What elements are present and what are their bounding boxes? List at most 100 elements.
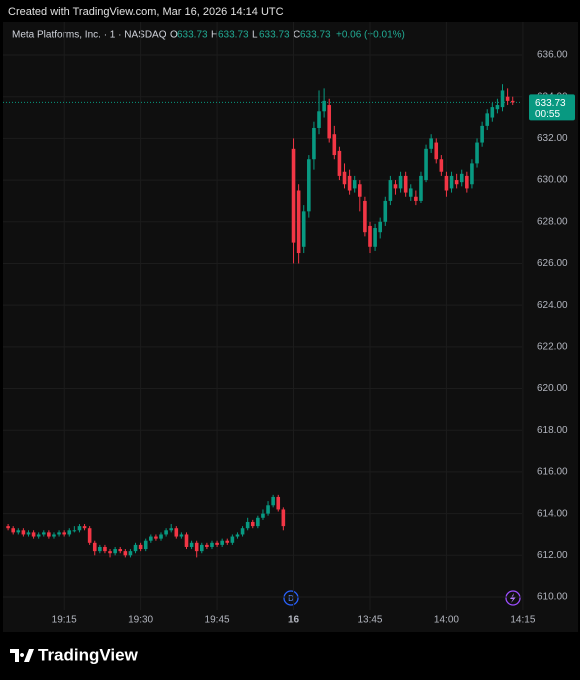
y-tick-label: 622.00 — [537, 341, 568, 352]
x-tick-label: 19:45 — [205, 615, 230, 626]
candle-body — [363, 200, 367, 233]
ohlc-label: O — [170, 30, 178, 41]
y-tick-label: 618.00 — [537, 425, 568, 436]
candle-body — [133, 544, 138, 552]
candle-body — [500, 90, 505, 108]
x-tick-label: 16 — [288, 615, 300, 626]
candle-body — [373, 228, 377, 247]
candle-body — [26, 532, 31, 535]
ohlc-label: C — [293, 30, 300, 41]
y-tick-label: 616.00 — [537, 467, 568, 478]
candle-body — [6, 526, 10, 529]
candle-body — [266, 505, 270, 514]
candle-body — [312, 127, 316, 160]
x-tick-label: 14:00 — [434, 615, 459, 626]
candle-body — [296, 190, 301, 254]
candle-body — [220, 540, 224, 545]
credit: Created with TradingView.com, Mar 16, 20… — [8, 6, 284, 18]
brand: TradingView — [38, 645, 139, 664]
candle-body — [510, 100, 515, 103]
y-tick-label: 630.00 — [537, 175, 568, 186]
candle-body — [245, 521, 250, 529]
candle-body — [62, 532, 66, 535]
candle-body — [189, 542, 194, 547]
ohlc-value: 633.73 — [259, 30, 290, 41]
candle-body — [138, 544, 143, 550]
candle-body — [505, 96, 510, 101]
candle-body — [11, 528, 15, 533]
candle-body — [52, 534, 56, 537]
y-tick-label: 614.00 — [537, 508, 568, 519]
y-tick-label: 610.00 — [537, 592, 568, 603]
candle-body — [159, 534, 163, 539]
candle-body — [72, 530, 77, 532]
candle-body — [495, 105, 500, 110]
candle-body — [199, 544, 204, 552]
symbol: Meta Platforms, Inc. · 1 · NASDAQ — [12, 30, 167, 41]
candle-body — [281, 509, 286, 527]
candle-body — [439, 159, 444, 172]
candle-body — [388, 180, 393, 201]
candle-body — [41, 532, 46, 535]
candle-body — [434, 142, 439, 160]
countdown: 00:55 — [535, 109, 560, 120]
candle-body — [36, 534, 41, 537]
candle-body — [210, 542, 214, 547]
candle-body — [113, 549, 117, 554]
candle-body — [317, 111, 321, 128]
candle-body — [82, 526, 87, 529]
candle-body — [174, 528, 179, 537]
candle-body — [230, 536, 235, 543]
candle-body — [408, 188, 413, 197]
y-tick-label: 632.00 — [537, 133, 568, 144]
candle-body — [368, 225, 372, 247]
x-tick-label: 13:45 — [357, 615, 382, 626]
candle-body — [465, 175, 469, 189]
candle-body — [118, 549, 123, 552]
candle-body — [47, 532, 51, 537]
candle-body — [98, 546, 102, 552]
candle-body — [485, 113, 490, 126]
candle-body — [378, 221, 382, 233]
x-tick-label: 19:15 — [52, 615, 77, 626]
candle-body — [21, 530, 26, 535]
candle-body — [490, 107, 495, 118]
candle-body — [357, 184, 362, 197]
candle-body — [57, 532, 61, 535]
x-tick-label: 19:30 — [128, 615, 153, 626]
candle-body — [424, 148, 428, 181]
candle-body — [250, 521, 255, 527]
candle-body — [332, 134, 337, 156]
last-price-box — [529, 94, 575, 121]
candle-body — [470, 163, 474, 185]
candle-body — [108, 551, 112, 554]
candle-body — [149, 536, 153, 541]
change: +0.06 — [336, 30, 362, 41]
last-price-label: 633.73 — [535, 98, 566, 109]
brand-logo — [10, 649, 34, 662]
ohlc-label: H — [211, 30, 218, 41]
candle-body — [398, 175, 403, 189]
candle-body — [414, 196, 418, 201]
candle-body — [103, 546, 107, 552]
candle-body — [194, 542, 199, 552]
candle-body — [307, 159, 311, 212]
candle-body — [322, 100, 326, 112]
candle-body — [480, 125, 484, 143]
candle-body — [419, 175, 423, 201]
candle-body — [454, 180, 459, 185]
y-tick-label: 626.00 — [537, 258, 568, 269]
candle-body — [449, 175, 454, 189]
change-pct: (+0.01%) — [364, 30, 405, 41]
candle-body — [143, 540, 148, 550]
candle-body — [164, 530, 168, 535]
candle-body — [291, 148, 296, 243]
ohlc-value: 633.73 — [300, 30, 331, 41]
candle-body — [256, 517, 260, 527]
y-tick-label: 628.00 — [537, 216, 568, 227]
candle-body — [92, 542, 97, 552]
candle-body — [429, 138, 433, 149]
candle-body — [240, 528, 245, 535]
candle-body — [154, 536, 158, 539]
y-tick-label: 636.00 — [537, 50, 568, 61]
